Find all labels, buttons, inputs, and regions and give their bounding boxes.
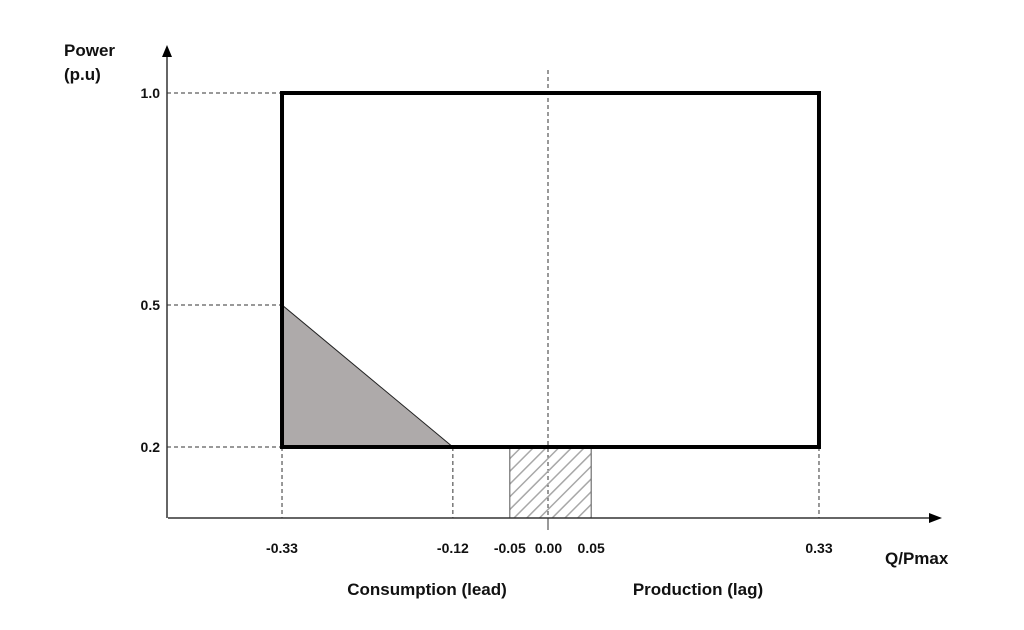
x-tick-label: 0.33	[805, 540, 832, 556]
x-axis-arrow-icon	[929, 513, 942, 523]
hatched-deadband-region	[509, 446, 592, 519]
gray-restricted-triangle	[281, 303, 455, 448]
x-tick-label: 0.00	[535, 540, 562, 556]
dashed-guides	[167, 70, 820, 518]
y-tick-label: 0.2	[141, 439, 161, 455]
y-axis-label-line1: Power	[64, 41, 115, 60]
y-axis-arrow-icon	[162, 45, 172, 57]
production-label: Production (lag)	[633, 580, 763, 599]
x-tick-label: -0.33	[266, 540, 298, 556]
y-axis-label-line2: (p.u)	[64, 65, 101, 84]
x-tick-label: -0.12	[437, 540, 469, 556]
consumption-label: Consumption (lead)	[347, 580, 507, 599]
x-axis-label: Q/Pmax	[885, 549, 949, 568]
x-tick-label: -0.05	[494, 540, 526, 556]
y-tick-label: 0.5	[141, 297, 161, 313]
x-tick-label: 0.05	[578, 540, 605, 556]
y-tick-label: 1.0	[141, 85, 161, 101]
operating-region-rectangle	[280, 91, 821, 449]
